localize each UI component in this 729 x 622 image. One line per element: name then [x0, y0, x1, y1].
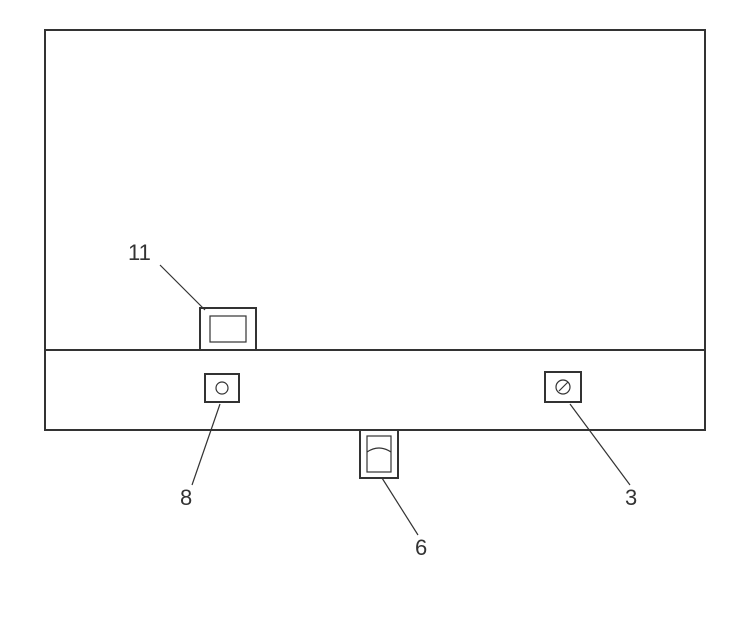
label-3: 3	[625, 485, 637, 510]
technical-diagram: 11 8 6 3	[0, 0, 729, 622]
label-6: 6	[415, 535, 427, 560]
label-11: 11	[128, 240, 151, 265]
label-8: 8	[180, 485, 192, 510]
